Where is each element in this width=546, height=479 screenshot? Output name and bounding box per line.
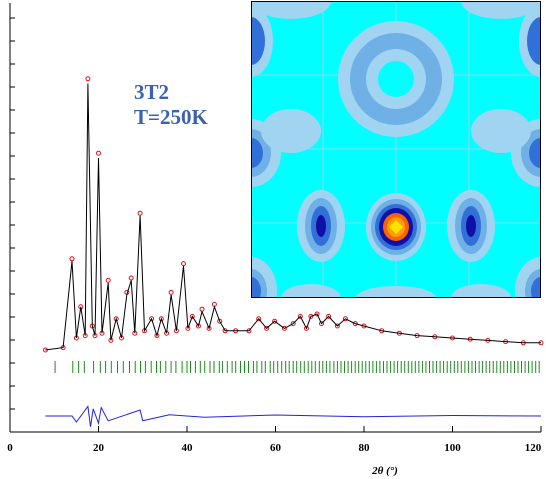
observed-point (137, 210, 143, 216)
y-minor-ticks (10, 17, 15, 410)
annotation: 3T2 T=250K (134, 80, 208, 129)
observed-point (158, 316, 164, 322)
observed-point (272, 318, 278, 324)
observed-point (304, 325, 309, 331)
observed-point (314, 311, 320, 317)
observed-point (128, 275, 134, 281)
observed-point (319, 321, 324, 327)
lower-lobes (297, 190, 495, 262)
corner-lobes-top (251, 1, 541, 77)
x-tick-label: 0 (7, 442, 13, 454)
x-tick-label: 40 (182, 442, 194, 454)
observed-point (217, 318, 223, 324)
observed-point (189, 313, 195, 319)
observed-point (69, 256, 75, 262)
main-plot: 0 20 40 60 80 100 120 2θ (°) (7, 3, 544, 477)
inset-border (251, 1, 541, 298)
observed-point (85, 76, 91, 82)
annotation-temperature: T=250K (134, 105, 208, 129)
inset-map-frame (251, 1, 541, 298)
observed-point (352, 321, 358, 327)
x-tick-label: 20 (93, 442, 105, 454)
observed-point (290, 321, 296, 327)
observed-point (105, 277, 111, 283)
annotation-sample: 3T2 (134, 80, 169, 104)
observed-point (149, 316, 155, 322)
observed-point (297, 313, 303, 319)
observed-point (342, 316, 348, 322)
x-tick-label: 100 (444, 442, 461, 454)
central-peak (366, 193, 426, 261)
observed-point (181, 261, 186, 267)
observed-point (168, 289, 174, 295)
observed-point (96, 150, 101, 156)
observed-point (334, 323, 340, 329)
observed-point (326, 313, 332, 319)
x-tick-label: 120 (525, 442, 542, 454)
observed-point (281, 325, 287, 331)
observed-point (256, 316, 262, 322)
observed-point (308, 313, 314, 319)
x-tick-label: 60 (270, 442, 282, 454)
x-ticks: 0 20 40 60 80 100 120 (7, 426, 542, 454)
observed-point (154, 333, 160, 339)
x-tick-label: 80 (359, 442, 371, 454)
x-axis-label: 2θ (°) (371, 465, 398, 477)
corner-lobes-bottom (251, 257, 541, 298)
bragg-ticks (54, 361, 540, 373)
side-lobes-mid (251, 109, 541, 187)
inset-map (251, 1, 541, 298)
observed-point (361, 323, 367, 329)
observed-point (264, 325, 270, 331)
ring-contour (338, 21, 454, 137)
calculated-line (45, 83, 541, 351)
difference-line (45, 405, 542, 427)
